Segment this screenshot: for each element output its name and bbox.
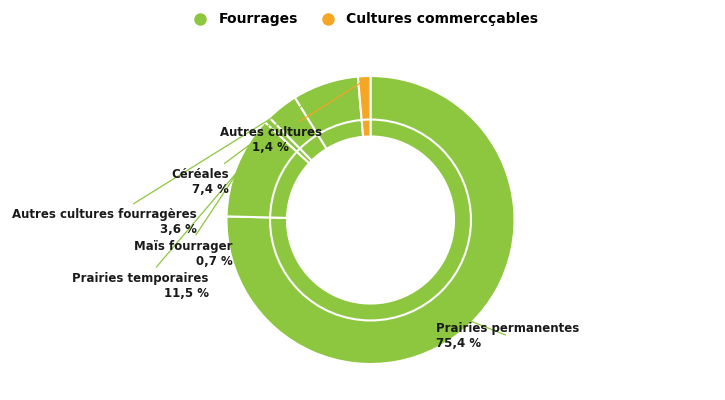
Wedge shape bbox=[226, 76, 515, 364]
Text: Prairies temporaires
11,5 %: Prairies temporaires 11,5 % bbox=[72, 170, 239, 300]
Text: Autres cultures fourragères
3,6 %: Autres cultures fourragères 3,6 % bbox=[12, 112, 282, 236]
Text: Autres cultures
1,4 %: Autres cultures 1,4 % bbox=[220, 82, 362, 154]
Wedge shape bbox=[295, 76, 363, 149]
Wedge shape bbox=[265, 118, 312, 163]
Text: Céréales
7,4 %: Céréales 7,4 % bbox=[171, 89, 324, 196]
Text: Maïs fourrager
0,7 %: Maïs fourrager 0,7 % bbox=[134, 125, 269, 268]
Wedge shape bbox=[358, 76, 370, 137]
Wedge shape bbox=[269, 98, 327, 160]
Legend: Fourrages, Cultures commercçables: Fourrages, Cultures commercçables bbox=[181, 7, 544, 32]
Text: Prairies permanentes
75,4 %: Prairies permanentes 75,4 % bbox=[436, 321, 580, 350]
Wedge shape bbox=[226, 122, 310, 218]
Circle shape bbox=[287, 136, 454, 304]
